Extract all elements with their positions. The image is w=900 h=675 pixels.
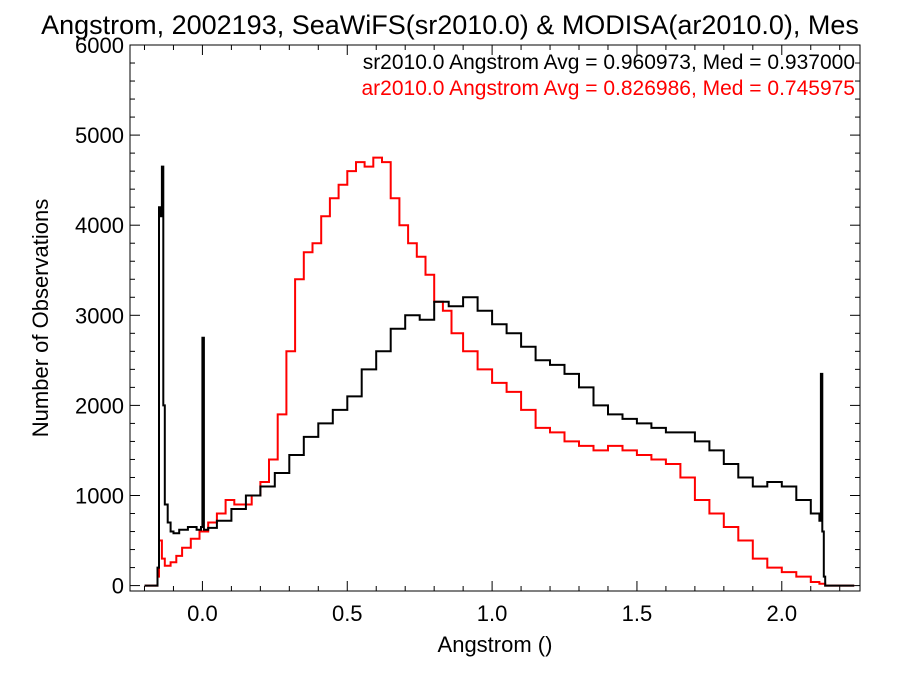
y-tick-label: 5000 [75,123,124,148]
series-line-1 [144,156,855,587]
y-tick-label: 3000 [75,303,124,328]
x-tick-label: 1.0 [477,601,508,626]
chart-title: Angstrom, 2002193, SeaWiFS(sr2010.0) & M… [41,10,859,40]
series-line-0 [144,165,855,587]
x-tick-label: 2.0 [766,601,797,626]
legend-entry-0: sr2010.0 Angstrom Avg = 0.960973, Med = … [363,51,855,74]
y-tick-label: 2000 [75,393,124,418]
x-tick-label: 0.0 [187,601,218,626]
plot-frame [129,44,861,592]
x-axis-label: Angstrom () [438,632,553,657]
y-tick-label: 6000 [75,33,124,58]
y-tick-label: 0 [112,574,124,599]
legend-entry-1: ar2010.0 Angstrom Avg = 0.826986, Med = … [362,77,856,100]
y-tick-label: 1000 [75,483,124,508]
y-axis-label: Number of Observations [28,199,53,437]
x-tick-label: 0.5 [332,601,363,626]
x-tick-label: 1.5 [622,601,653,626]
y-tick-label: 4000 [75,213,124,238]
